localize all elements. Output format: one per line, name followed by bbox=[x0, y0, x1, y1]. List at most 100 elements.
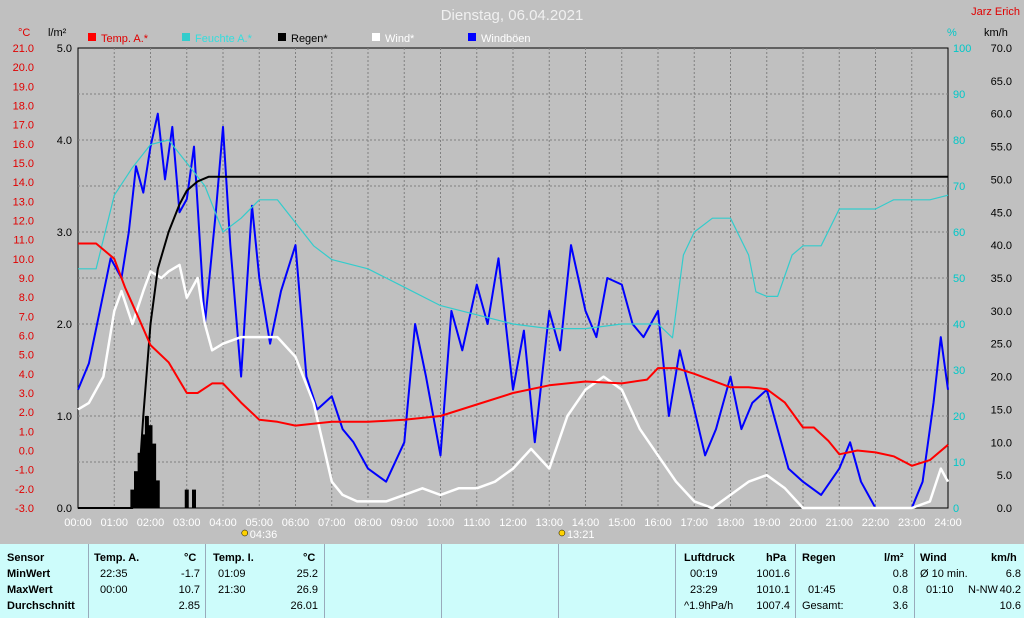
wind-tick-label: 15.0 bbox=[991, 404, 1012, 416]
temp-tick-label: 11.0 bbox=[13, 235, 34, 247]
rain-bar bbox=[152, 443, 157, 508]
rain-bar bbox=[155, 480, 160, 508]
divider bbox=[675, 544, 676, 618]
legend-label: Regen* bbox=[291, 33, 328, 45]
wind-tick-label: 25.0 bbox=[991, 339, 1012, 351]
humidity-tick-label: 80 bbox=[953, 135, 965, 147]
author-label: Jarz Erich bbox=[971, 6, 1020, 18]
pressure-min-time: 00:19 bbox=[690, 568, 718, 580]
temp-i-unit: °C bbox=[303, 552, 316, 564]
wind-avg-label: Ø 10 min. bbox=[920, 568, 968, 580]
x-tick-label: 08:00 bbox=[354, 517, 382, 529]
rain-bar bbox=[137, 452, 142, 508]
sensor-header: Sensor bbox=[7, 552, 45, 564]
temp-tick-label: 13.0 bbox=[13, 196, 34, 208]
sunrise-label: 04:36 bbox=[250, 529, 278, 541]
x-tick-label: 19:00 bbox=[753, 517, 781, 529]
temp-tick-label: 1.0 bbox=[19, 426, 34, 438]
temp-i-avg: 26.01 bbox=[290, 600, 318, 612]
wind-tick-label: 10.0 bbox=[991, 437, 1012, 449]
wind-unit-label: km/h bbox=[984, 27, 1008, 39]
wind-tick-label: 45.0 bbox=[991, 207, 1012, 219]
rain-unit: l/m² bbox=[884, 552, 904, 564]
x-tick-label: 07:00 bbox=[318, 517, 346, 529]
temp-i-min-time: 01:09 bbox=[218, 568, 246, 580]
rain-tick-label: 0.0 bbox=[57, 503, 72, 515]
rain-bar bbox=[130, 489, 135, 508]
legend-label: Temp. A.* bbox=[101, 33, 149, 45]
temperature-line bbox=[78, 242, 949, 467]
wind-header: Wind bbox=[920, 552, 947, 564]
x-tick-label: 22:00 bbox=[862, 517, 890, 529]
humidity-tick-label: 90 bbox=[953, 89, 965, 101]
x-tick-label: 01:00 bbox=[100, 517, 128, 529]
divider bbox=[205, 544, 206, 618]
wind-unit: km/h bbox=[991, 552, 1017, 564]
wind-max-dir: N-NW bbox=[968, 584, 998, 596]
stats-table: Sensor MinWert MaxWert Durchschnitt Temp… bbox=[0, 544, 1024, 618]
x-tick-label: 14:00 bbox=[572, 517, 600, 529]
temp-tick-label: 8.0 bbox=[19, 292, 34, 304]
rain-bar bbox=[192, 489, 196, 508]
rain-max-time: 01:45 bbox=[808, 584, 836, 596]
x-tick-label: 02:00 bbox=[137, 517, 165, 529]
temp-tick-label: 6.0 bbox=[19, 331, 34, 343]
rain-header: Regen bbox=[802, 552, 836, 564]
legend-label: Feuchte A.* bbox=[195, 33, 253, 45]
temp-tick-label: 12.0 bbox=[13, 216, 34, 228]
temp-tick-label: 0.0 bbox=[19, 446, 34, 458]
x-tick-label: 15:00 bbox=[608, 517, 636, 529]
temp-tick-label: 20.0 bbox=[13, 62, 34, 74]
max-label: MaxWert bbox=[7, 584, 53, 596]
humidity-line bbox=[78, 139, 949, 339]
x-tick-label: 04:00 bbox=[209, 517, 237, 529]
rain-tick-label: 2.0 bbox=[57, 319, 72, 331]
temp-a-min-val: -1.7 bbox=[181, 568, 200, 580]
temp-tick-label: 10.0 bbox=[13, 254, 34, 266]
temp-a-header: Temp. A. bbox=[94, 552, 140, 564]
x-tick-label: 03:00 bbox=[173, 517, 201, 529]
x-tick-label: 11:00 bbox=[463, 517, 490, 529]
rain-tick-label: 4.0 bbox=[57, 135, 72, 147]
temp-tick-label: 4.0 bbox=[19, 369, 34, 381]
humidity-tick-label: 40 bbox=[953, 319, 965, 331]
legend-swatch bbox=[372, 33, 380, 41]
temp-unit-label: °C bbox=[18, 27, 30, 39]
pressure-unit: hPa bbox=[766, 552, 787, 564]
wind-tick-label: 55.0 bbox=[991, 142, 1012, 154]
temp-a-min-time: 22:35 bbox=[100, 568, 128, 580]
rain-tick-label: 1.0 bbox=[57, 411, 72, 423]
wind-max-time: 01:10 bbox=[926, 584, 954, 596]
x-tick-label: 05:00 bbox=[245, 517, 273, 529]
wind-last-val: 10.6 bbox=[999, 600, 1021, 612]
temp-tick-label: 15.0 bbox=[13, 158, 34, 170]
rain-bar bbox=[144, 416, 149, 508]
data-series bbox=[77, 112, 950, 510]
humidity-tick-label: 10 bbox=[953, 457, 965, 469]
temp-tick-label: 19.0 bbox=[13, 81, 34, 93]
axes: 00:00 01:00 02:00 03:00 04:00 05:00 06:00 07:00… bbox=[13, 27, 1012, 541]
legend-swatch bbox=[278, 33, 286, 41]
rain-total: 3.6 bbox=[892, 600, 908, 612]
temp-a-max-time: 00:00 bbox=[100, 584, 128, 596]
humidity-tick-label: 100 bbox=[953, 43, 971, 55]
divider bbox=[914, 544, 915, 618]
rain-total-label: Gesamt: bbox=[802, 600, 844, 612]
sunset-icon bbox=[558, 529, 566, 537]
rain-tick-label: 3.0 bbox=[57, 227, 72, 239]
wind-tick-label: 70.0 bbox=[991, 43, 1012, 55]
legend-label: Windböen bbox=[481, 33, 531, 45]
temp-tick-label: -1.0 bbox=[15, 465, 34, 477]
x-tick-label: 18:00 bbox=[717, 517, 745, 529]
wind-tick-label: 0.0 bbox=[997, 503, 1012, 515]
divider bbox=[324, 544, 325, 618]
x-tick-label: 16:00 bbox=[644, 517, 672, 529]
humidity-unit-label: % bbox=[947, 27, 957, 39]
rain-max-val: 0.8 bbox=[892, 584, 908, 596]
temp-tick-label: 18.0 bbox=[13, 101, 34, 113]
weather-chart: 00:00 01:00 02:00 03:00 04:00 05:00 06:00 07:00… bbox=[13, 6, 1020, 541]
x-tick-label: 24:00 bbox=[934, 517, 962, 529]
rain-bar bbox=[148, 425, 153, 508]
temp-a-avg: 2.85 bbox=[178, 600, 200, 612]
pressure-header: Luftdruck bbox=[684, 552, 735, 564]
